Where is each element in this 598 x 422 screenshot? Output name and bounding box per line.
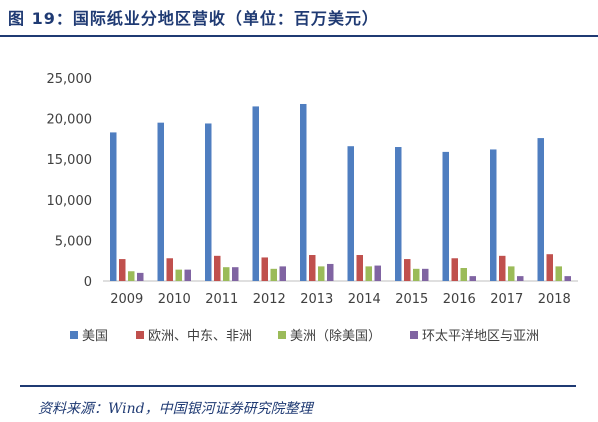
legend-label: 美国 [82,329,108,344]
bar [252,106,259,281]
bar [270,268,277,281]
chart-title: 图 19：国际纸业分地区营收（单位：百万美元） [8,9,379,28]
bar [404,259,411,281]
legend-swatch [70,331,78,339]
legend-label: 美洲（除美国） [290,329,381,344]
bar [232,267,239,281]
legend-swatch [410,331,418,339]
bar [451,258,458,281]
y-tick-label: 10,000 [47,194,93,209]
bar [327,263,334,281]
bar [214,255,221,281]
bar [555,266,562,281]
bar [469,276,476,281]
x-tick-label: 2011 [205,292,238,307]
bar [279,266,286,281]
bar [508,266,515,281]
bar [537,138,544,281]
x-tick-label: 2014 [348,292,381,307]
bar [309,255,316,281]
bar [223,267,230,281]
x-tick-label: 2018 [538,292,571,307]
bar [347,146,354,281]
legend-label: 欧洲、中东、非洲 [148,329,252,344]
bar [490,149,497,281]
bar [442,151,449,281]
y-tick-label: 15,000 [47,153,93,168]
source-note: 资料来源：Wind，中国银河证券研究院整理 [38,401,313,417]
bar [413,268,420,281]
bar [517,276,524,281]
x-tick-label: 2016 [443,292,476,307]
legend-swatch [278,331,286,339]
bar [137,272,144,281]
x-tick-label: 2013 [300,292,333,307]
source-divider [20,385,576,387]
bar [460,268,467,281]
bar [128,271,135,281]
bar [318,266,325,281]
bar [166,258,173,281]
bar [157,122,164,281]
bar [499,255,506,281]
bar [110,132,117,281]
bar [422,268,429,281]
title-divider [0,35,598,37]
bar [546,254,553,281]
bar [395,147,402,281]
x-tick-label: 2009 [110,292,143,307]
x-tick-label: 2012 [253,292,286,307]
bar [119,259,126,281]
bar [175,269,182,281]
bar [356,255,363,281]
bar [300,103,307,281]
bar [184,269,191,281]
y-tick-label: 20,000 [47,113,93,128]
bar [261,257,268,281]
bar [564,276,571,281]
bar-chart: 0 5,000 10,000 15,000 20,000 25,000 2009 2010 20… [47,72,578,344]
bar [374,265,381,281]
y-tick-label: 0 [84,275,92,290]
y-tick-label: 5,000 [55,234,92,249]
legend-swatch [136,331,144,339]
x-tick-label: 2010 [158,292,191,307]
legend-label: 环太平洋地区与亚洲 [422,329,539,344]
bar [365,266,372,281]
y-tick-label: 25,000 [47,72,93,87]
bar [205,123,212,281]
x-tick-label: 2015 [395,292,428,307]
x-tick-label: 2017 [490,292,523,307]
